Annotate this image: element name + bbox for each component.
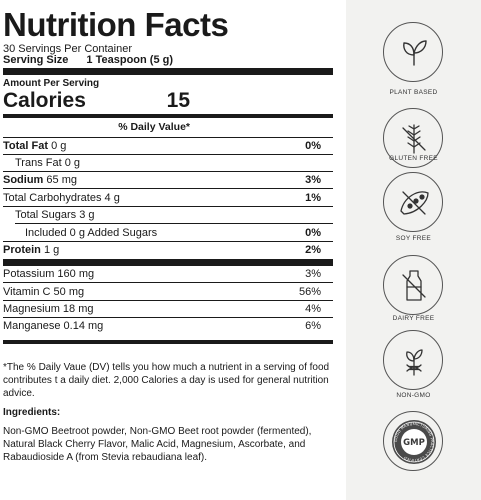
divider (3, 317, 333, 318)
gmp-badge: GOOD MANUFACTURING PRACTICE CERTIFIED GM… (383, 411, 443, 471)
non-gmo-badge (383, 330, 443, 390)
medium-divider (3, 340, 333, 344)
thick-divider (3, 259, 333, 266)
divider (3, 154, 333, 155)
nutrient-amount: 3 g (79, 209, 95, 221)
vitamin-label: Manganese 0.14 mg (3, 320, 104, 332)
vitamin-dv: 56% (298, 286, 321, 298)
nutrient-amount: 4 g (104, 192, 120, 204)
nutrient-amount: 0 g (64, 157, 81, 169)
gmp-seal-icon: GOOD MANUFACTURING PRACTICE CERTIFIED GM… (392, 420, 436, 464)
serving-size-value: 1 Teaspoon (5 g) (86, 54, 174, 66)
thick-divider (3, 68, 333, 75)
calories-label: Calories (3, 89, 86, 112)
milk-bottle-crossed-icon (402, 270, 426, 301)
nutrient-dv: 2% (305, 244, 321, 256)
nutrient-amount: 0 g (51, 140, 67, 152)
serving-size-label: Serving Size (3, 54, 69, 66)
plant-based-badge (383, 22, 443, 82)
nutrient-dv: 0% (305, 227, 321, 239)
nutrition-facts-title: Nutrition Facts (3, 6, 229, 43)
dna-plant-icon (406, 349, 423, 376)
nutrient-dv: 3% (305, 174, 321, 186)
vitamin-dv: 4% (305, 303, 321, 315)
serving-size: Serving Size 1 Teaspoon (5 g) (3, 54, 173, 66)
vitamin-label: Potassium 160 mg (3, 268, 95, 280)
vitamin-label: Vitamin C 50 mg (3, 286, 85, 298)
divider (3, 171, 333, 172)
vitamin-dv: 6% (305, 320, 321, 332)
badge-label: PLANT BASED (389, 89, 438, 96)
daily-value-footnote: *The % Daily Vaue (DV) tells you how muc… (3, 362, 330, 399)
calories-value: 15 (166, 89, 190, 112)
ingredients-text: Non-GMO Beetroot powder, Non-GMO Beet ro… (3, 426, 312, 463)
divider (3, 188, 333, 189)
ingredients-label: Ingredients: (3, 407, 61, 418)
nutrient-label: Total Carbohydrates (3, 192, 102, 204)
daily-value-header: % Daily Value* (118, 121, 190, 133)
soy-free-badge (383, 172, 443, 232)
servings-per-container: 30 Servings Per Container (3, 43, 133, 55)
badge-label: SOY FREE (395, 235, 432, 242)
nutrient-label: Total Sugars (15, 209, 77, 221)
medium-divider (3, 114, 333, 118)
divider (3, 282, 333, 283)
gluten-free-badge (383, 108, 443, 168)
divider (3, 300, 333, 301)
nutrient-label: Total Fat (3, 140, 49, 152)
divider (3, 137, 333, 138)
nutrient-amount: 65 mg (46, 174, 77, 186)
dairy-free-badge (383, 255, 443, 315)
amount-per-serving: Amount Per Serving (3, 78, 100, 89)
vitamin-label: Magnesium 18 mg (3, 303, 94, 315)
divider (15, 223, 333, 224)
vitamin-dv: 3% (305, 268, 321, 280)
nutrient-dv: 1% (305, 192, 321, 204)
nutrient-amount: 1 g (43, 244, 60, 256)
nutrient-label: Protein (3, 244, 41, 256)
badge-label: GLUTEN FREE (389, 155, 438, 162)
nutrition-facts-panel: Nutrition Facts 30 Servings Per Containe… (3, 6, 333, 463)
nutrient-label: Included 0 g Added Sugars (25, 227, 158, 239)
nutrient-label: Sodium (3, 174, 44, 186)
gmp-seal-label: GMP (403, 438, 425, 448)
divider (3, 241, 333, 242)
plant-icon (403, 40, 427, 66)
badge-label: DAIRY FREE (392, 315, 435, 322)
wheat-crossed-icon (402, 124, 426, 154)
badge-label: NON-GMO (396, 392, 431, 399)
divider (3, 206, 333, 207)
soybean-crossed-icon (400, 191, 429, 215)
nutrient-dv: 0% (305, 140, 321, 152)
nutrient-label: Trans Fat (15, 157, 62, 169)
